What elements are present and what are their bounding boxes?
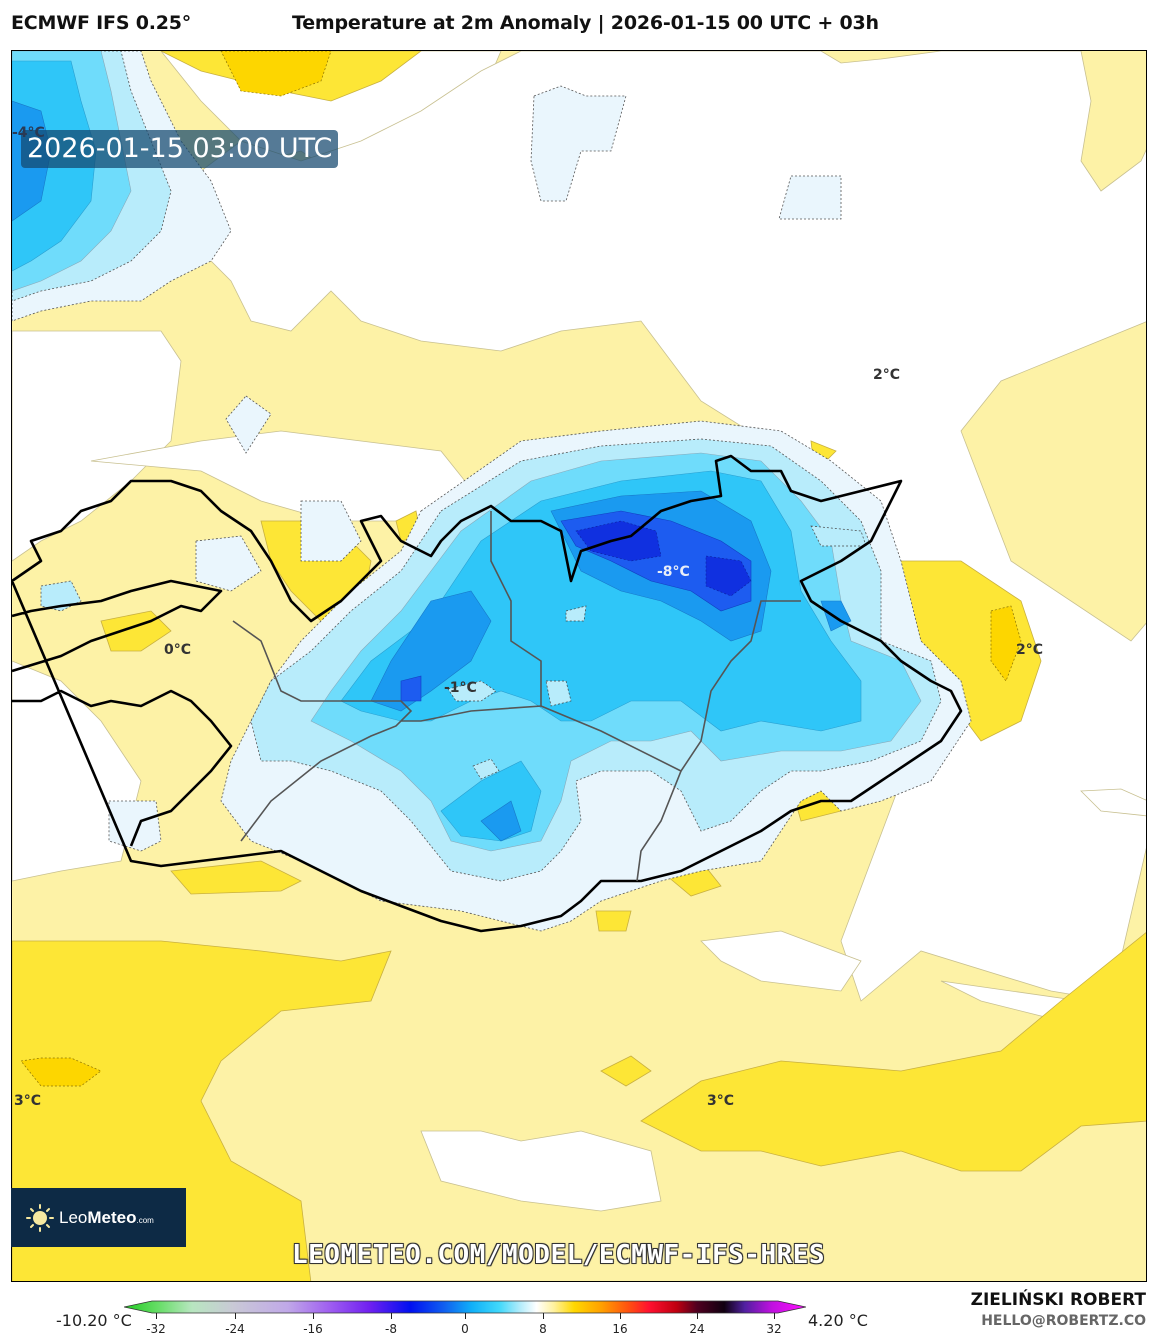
contour-label: 2°C: [873, 367, 901, 383]
contour-label: 2°C: [1016, 642, 1044, 658]
contour-label: 3°C: [14, 1093, 42, 1109]
author-name: ZIELIŃSKI ROBERT: [970, 1290, 1146, 1310]
contour-label: 3°C: [707, 1093, 735, 1109]
colorbar-tick: 16: [612, 1322, 628, 1336]
logo-text: LeoMeteo.com: [59, 1207, 154, 1227]
colorbar-max-label: 4.20 °C: [808, 1311, 868, 1330]
model-title: ECMWF IFS 0.25°: [11, 12, 192, 34]
colorbar-tick: 32: [766, 1322, 782, 1336]
region-borders: [232, 511, 801, 882]
colorbar-tick: -16: [303, 1322, 323, 1336]
colorbar-tick: -8: [385, 1322, 397, 1336]
contour-label: 0°C: [164, 642, 192, 658]
map-panel: 2026-01-15 03:00 UTC -4°C 2°C 0°C -1°C -…: [11, 50, 1147, 1282]
leometeo-logo[interactable]: LeoMeteo.com: [11, 1188, 186, 1247]
sun-icon: [26, 1203, 54, 1232]
colorbar-min-label: -10.20 °C: [56, 1311, 132, 1330]
colorbar-tick: -24: [225, 1322, 245, 1336]
colorbar-tick: 8: [539, 1322, 547, 1336]
colorbar: [124, 1300, 806, 1314]
author-email[interactable]: HELLO@ROBERTZ.CO: [981, 1313, 1146, 1329]
map-title: Temperature at 2m Anomaly | 2026-01-15 0…: [292, 12, 879, 34]
valid-time-badge: 2026-01-15 03:00 UTC: [21, 130, 339, 168]
source-url: LEOMETEO.COM/MODEL/ECMWF-IFS-HRES: [292, 1240, 826, 1270]
colorbar-tick: 24: [689, 1322, 705, 1336]
temperature-anomaly-map: [12, 51, 1146, 1281]
colorbar-tick: 0: [461, 1322, 469, 1336]
colorbar-tick: -32: [146, 1322, 166, 1336]
contour-label: -8°C: [657, 564, 690, 580]
coastline: [12, 454, 963, 933]
contour-label: -4°C: [12, 125, 45, 141]
contour-label: -1°C: [444, 680, 477, 696]
